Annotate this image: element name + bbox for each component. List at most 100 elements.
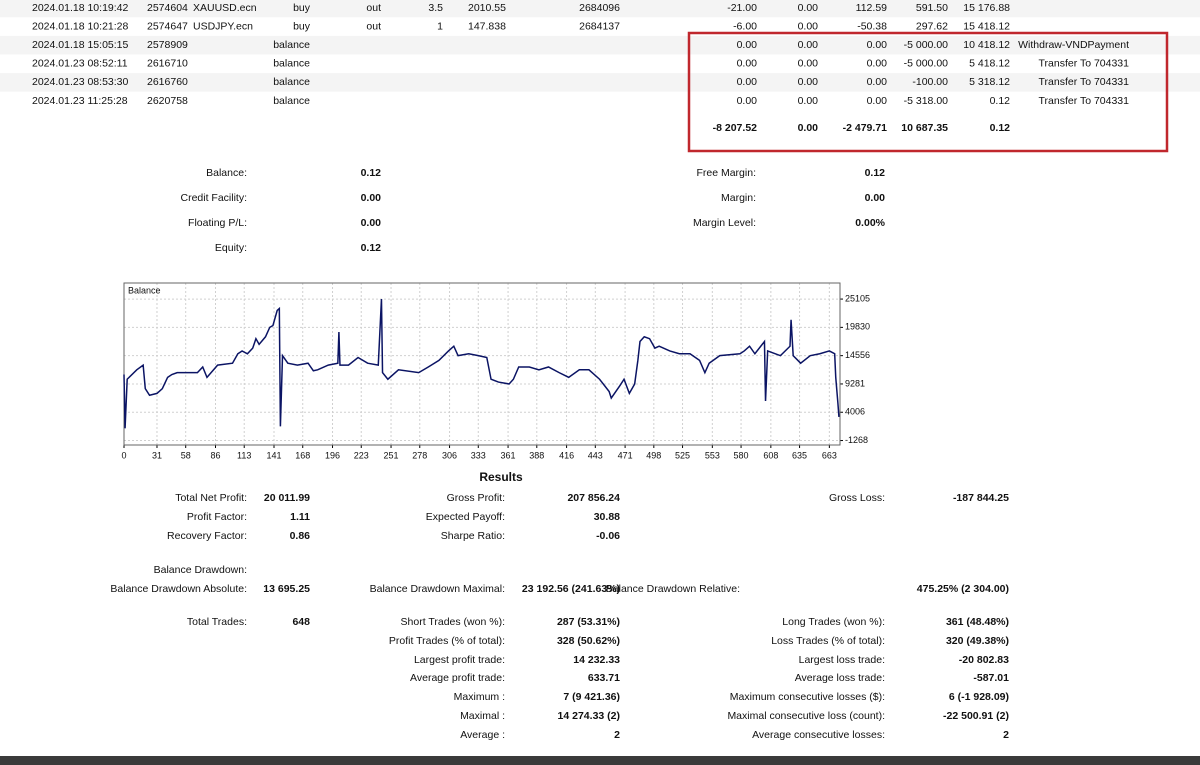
result-value: 30.88 [594,511,620,523]
summary-label: Credit Facility: [180,192,247,204]
trade-cell: 0.00 [798,20,819,32]
trade-cell: balance [273,95,310,107]
trade-cell: out [366,2,381,14]
result-value: 361 (48.48%) [946,616,1009,628]
results-title: Results [479,470,523,484]
summary-value: 0.12 [361,167,382,179]
trade-cell: balance [273,76,310,88]
trade-cell: balance [273,58,310,70]
total-cell: 0.00 [798,122,819,134]
result-value: 207 856.24 [567,492,620,504]
result-value: 7 (9 421.36) [563,691,620,703]
summary-value: 0.00 [865,192,886,204]
trade-cell: -5 000.00 [904,39,949,51]
result-value: 14 232.33 [573,654,620,666]
result-label: Gross Loss: [829,492,885,504]
x-tick-label: 471 [618,450,633,460]
trade-cell: 297.62 [916,20,948,32]
trade-cell: XAUUSD.ecn [193,2,257,14]
trade-cell: 2620758 [147,95,188,107]
x-tick-label: 31 [152,450,162,460]
trade-cell: Transfer To 704331 [1039,95,1130,107]
trade-cell: -50.38 [857,20,887,32]
trade-cell: buy [293,20,311,32]
result-label: Recovery Factor: [167,530,247,542]
result-label: Total Net Profit: [175,492,247,504]
result-value: -587.01 [973,672,1009,684]
result-value: 287 (53.31%) [557,616,620,628]
result-value: 13 695.25 [263,583,310,595]
trade-cell: 15 418.12 [963,20,1010,32]
plot-frame [123,282,841,446]
trade-cell: Withdraw-VNDPayment [1018,39,1129,51]
x-tick-label: 553 [705,450,720,460]
result-label: Maximum : [454,691,505,703]
trade-cell: -5 318.00 [904,95,949,107]
x-tick-label: 251 [384,450,399,460]
trade-cell: 0.00 [737,39,758,51]
trade-cell: -100.00 [912,76,948,88]
trade-cell: 2578909 [147,39,188,51]
x-tick-label: 663 [822,450,837,460]
result-value: -20 802.83 [959,654,1009,666]
trade-cell: 0.00 [867,58,888,70]
result-label: Balance Drawdown: [154,564,247,576]
result-value: -22 500.91 (2) [943,710,1009,722]
result-label: Total Trades: [187,616,247,628]
y-tick-label: 4006 [845,407,865,417]
trade-cell: 0.00 [867,76,888,88]
result-value: 328 (50.62%) [557,635,620,647]
x-tick-label: 168 [295,450,310,460]
summary-label: Equity: [215,242,247,254]
result-value: 20 011.99 [264,492,310,504]
trade-cell: Transfer To 704331 [1039,58,1130,70]
trade-cell: 5 418.12 [969,58,1010,70]
trade-cell: 2574604 [147,2,188,14]
result-value: 2 [1003,729,1009,741]
trade-cell: buy [293,2,311,14]
result-value: 320 (49.38%) [946,635,1009,647]
total-cell: 0.12 [990,122,1011,134]
result-value: 648 [292,616,310,628]
x-tick-label: 141 [266,450,281,460]
x-tick-label: 0 [121,450,126,460]
y-tick-label: 19830 [845,322,870,332]
result-value: -187 844.25 [953,492,1009,504]
trade-cell: 147.838 [468,20,506,32]
result-label: Maximum consecutive losses ($): [730,691,885,703]
x-tick-label: 498 [646,450,661,460]
summary-value: 0.12 [865,167,886,179]
result-label: Expected Payoff: [426,511,505,523]
total-cell: 10 687.35 [901,122,948,134]
summary-label: Floating P/L: [188,217,247,229]
summary-label: Balance: [206,167,247,179]
trade-cell: 0.00 [737,58,758,70]
highlight-box [687,31,1169,153]
trade-cell: 2024.01.18 10:19:42 [32,2,129,14]
x-tick-label: 278 [412,450,427,460]
result-label: Sharpe Ratio: [441,530,505,542]
y-tick-label: 25105 [845,293,870,303]
trade-cell: 0.12 [990,95,1011,107]
y-tick-label: -1268 [845,435,868,445]
trade-cell: 1 [437,20,443,32]
trade-cell: -6.00 [733,20,757,32]
result-value: 0.86 [290,530,311,542]
balance-line [123,299,840,429]
bottom-bar [0,756,1200,765]
result-label: Gross Profit: [447,492,505,504]
result-value: 1.11 [290,511,310,523]
total-cell: -2 479.71 [843,122,888,134]
trade-cell: -21.00 [727,2,757,14]
result-label: Average : [460,729,505,741]
x-tick-label: 525 [675,450,690,460]
row-background [0,0,1200,18]
result-label: Maximal consecutive loss (count): [727,710,885,722]
trade-cell: Transfer To 704331 [1039,76,1130,88]
trade-cell: 2010.55 [468,2,506,14]
result-label: Average profit trade: [410,672,505,684]
result-label: Maximal : [460,710,505,722]
summary-value: 0.00 [361,217,382,229]
result-label: Largest profit trade: [414,654,505,666]
